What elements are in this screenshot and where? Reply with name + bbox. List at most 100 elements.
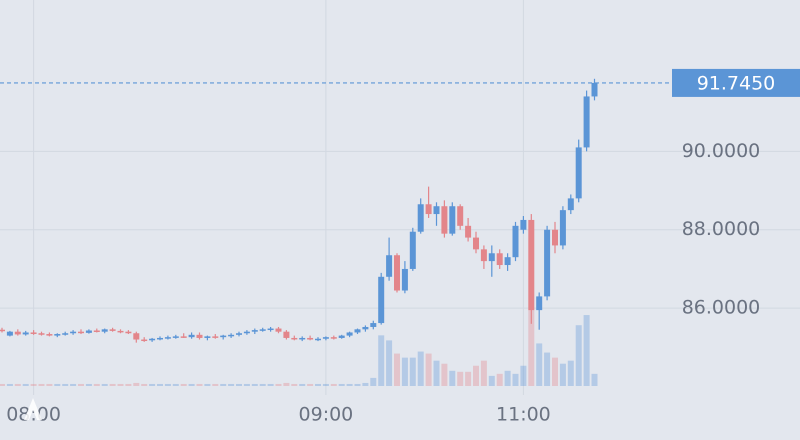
candle-body [251, 330, 258, 332]
volume-bar [85, 383, 92, 386]
volume-bar [46, 383, 53, 386]
volume-bar [54, 383, 61, 386]
candle-body [338, 335, 345, 338]
candle-body [6, 331, 13, 336]
volume-bar [433, 360, 440, 386]
candle-body [243, 331, 250, 334]
candle-body [591, 82, 598, 97]
volume-bar [409, 357, 416, 386]
candle-body [275, 328, 282, 332]
volume-bar [338, 383, 345, 386]
volume-bar [441, 363, 448, 386]
volume-bar [307, 383, 314, 386]
candle-body [567, 198, 574, 211]
candle-body [101, 329, 108, 332]
candle-body [520, 219, 527, 230]
candle-body [425, 204, 432, 215]
volume-bar [583, 315, 590, 386]
candle-body [504, 257, 511, 266]
volume-bar [0, 383, 5, 386]
last-price-box [672, 68, 800, 97]
candle-body [14, 331, 21, 335]
volume-bar [14, 383, 21, 386]
volume-bar [488, 375, 495, 386]
volume-bar [30, 383, 37, 386]
candle-body [322, 337, 329, 339]
volume-bar [133, 382, 140, 386]
volume-bar [220, 383, 227, 386]
volume-bar [157, 383, 163, 386]
candle-body [180, 336, 187, 338]
volume-bar [38, 383, 45, 386]
candle-body [473, 237, 479, 250]
candle-body [449, 206, 456, 234]
candle-body [204, 336, 211, 338]
candle-body [575, 147, 582, 199]
candle-body [267, 328, 274, 331]
candle-body [54, 334, 61, 336]
volume-bar [330, 383, 337, 386]
volume-bar [70, 383, 77, 386]
y-tick-label: 88.0000 [682, 218, 761, 240]
candle-body [85, 330, 92, 333]
volume-bar [228, 383, 235, 386]
candle-body [528, 219, 535, 311]
candle-body [496, 253, 503, 266]
volume-bar [236, 383, 242, 386]
candle-body [409, 231, 416, 269]
candle-body [559, 210, 566, 246]
volume-bar [204, 383, 211, 386]
volume-bar [394, 353, 400, 386]
volume-bar [496, 373, 503, 386]
candle-body [330, 337, 337, 339]
volume-bar [251, 383, 258, 386]
y-tick-label: 86.0000 [682, 297, 761, 319]
candle-body [228, 334, 235, 337]
volume-bar [315, 383, 321, 386]
candle-body [433, 206, 440, 215]
candle-body [149, 338, 156, 341]
candle-body [417, 204, 424, 232]
candle-body [93, 330, 100, 333]
x-tick-label: 11:00 [496, 404, 551, 426]
volume-bar [322, 383, 329, 386]
candle-body [394, 255, 400, 291]
volume-bar [291, 383, 298, 386]
candle-body [38, 333, 45, 335]
volume-bar [457, 371, 464, 386]
volume-bar [149, 383, 156, 386]
candle-body [315, 338, 321, 341]
volume-bar [591, 373, 598, 386]
last-price-label: 91.7450 [697, 72, 776, 94]
volume-bar [425, 353, 432, 386]
volume-bar [117, 383, 124, 386]
volume-bar [6, 383, 13, 386]
volume-bar [417, 351, 424, 386]
volume-bar [354, 383, 361, 386]
candle-body [259, 329, 266, 331]
volume-bar [536, 343, 543, 386]
watermark-logo [24, 398, 42, 420]
volume-bar [504, 370, 511, 386]
candle-body [283, 331, 290, 338]
candle-body [386, 255, 393, 277]
candle-body [354, 329, 361, 333]
candle-body [141, 339, 148, 342]
candle-body [441, 206, 448, 234]
volume-bar [259, 383, 266, 386]
candle-body [172, 336, 179, 338]
volume-bar [346, 383, 353, 386]
candle-body [164, 337, 171, 339]
volume-bar [575, 325, 582, 386]
candle-body [299, 337, 306, 340]
volume-bar [62, 383, 69, 386]
candle-body [70, 331, 77, 334]
candle-body [457, 206, 464, 226]
x-tick-label: 09:00 [299, 404, 354, 426]
volume-bar [552, 357, 558, 386]
volume-bar [465, 371, 472, 386]
axis-layer: 86.0000 88.0000 90.0000 08:00 09:00 11:00 91.7… [0, 68, 800, 426]
volume-bar [212, 383, 219, 386]
